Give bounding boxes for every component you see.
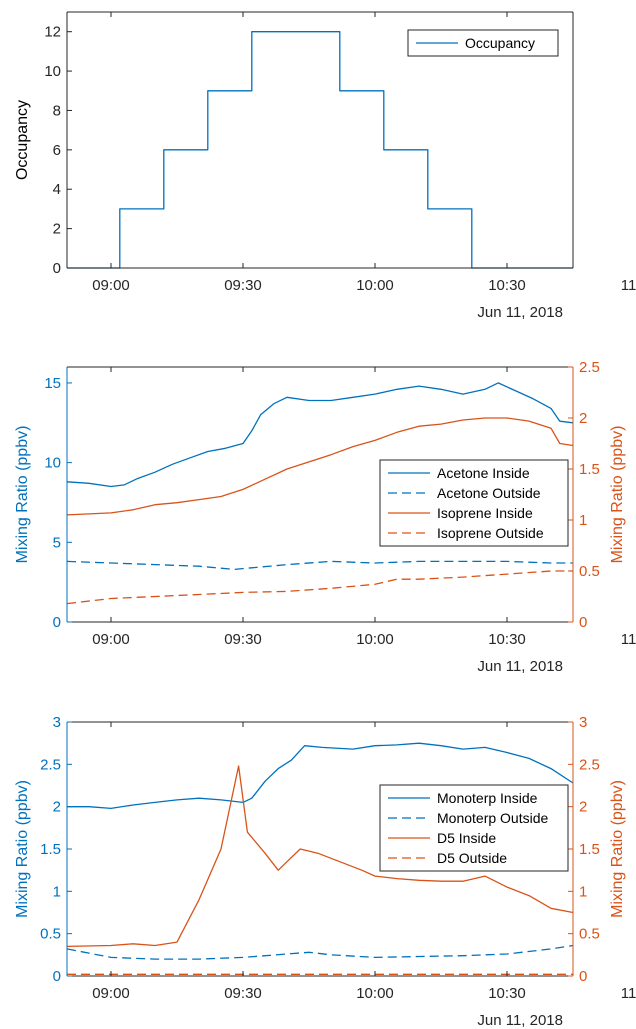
legend-label: Acetone Outside xyxy=(437,485,541,501)
x-tick-label: 10:00 xyxy=(356,277,394,294)
y-tick-label-right: 2 xyxy=(579,799,587,816)
y-tick-label-left: 6 xyxy=(53,142,61,159)
y-tick-label-right: 0.5 xyxy=(579,926,600,943)
y-tick-label-left: 4 xyxy=(53,181,61,198)
y-tick-label-right: 2 xyxy=(579,410,587,427)
y-tick-label-right: 2.5 xyxy=(579,359,600,376)
date-label: Jun 11, 2018 xyxy=(477,304,563,321)
y-tick-label-left: 2.5 xyxy=(40,756,61,773)
x-tick-label: 09:30 xyxy=(224,985,262,1002)
y-tick-label-left: 0 xyxy=(53,968,61,985)
x-tick-label: 09:00 xyxy=(92,985,130,1002)
y-axis-label-left: Mixing Ratio (ppbv) xyxy=(14,426,31,564)
y-axis-label-left: Occupancy xyxy=(14,100,31,180)
legend: Monoterp Inside Monoterp Outside D5 Inside… xyxy=(379,784,569,872)
y-tick-label-left: 2 xyxy=(53,799,61,816)
x-tick-label: 10:30 xyxy=(488,277,526,294)
y-tick-label-left: 2 xyxy=(53,221,61,238)
legend-label: Monoterp Inside xyxy=(437,790,538,806)
date-label: Jun 11, 2018 xyxy=(477,1012,563,1029)
y-tick-label-right: 0 xyxy=(579,968,587,985)
series-line-1 xyxy=(66,382,574,488)
y-tick-label-left: 1.5 xyxy=(40,841,61,858)
y-tick-label-right: 2.5 xyxy=(579,756,600,773)
y-tick-label-right: 1 xyxy=(579,512,587,529)
legend: Acetone Inside Acetone Outside Isoprene In… xyxy=(379,459,569,547)
series-line-1 xyxy=(67,742,574,810)
y-tick-label-left: 0 xyxy=(53,260,61,277)
y-tick-label-left: 12 xyxy=(44,24,61,41)
series-line-3 xyxy=(66,765,574,948)
x-tick-label: 11:00 xyxy=(621,631,636,648)
legend-label: D5 Outside xyxy=(437,850,507,866)
series-line-4 xyxy=(66,570,573,605)
y-tick-label-left: 10 xyxy=(44,63,61,80)
chart-2: 09:00 09:30 10:00 10:30 11:00 Jun 11, 2018 0 5 1… xyxy=(14,359,636,675)
y-tick-label-left: 8 xyxy=(53,102,61,119)
y-tick-label-left: 10 xyxy=(44,455,61,472)
series-line-3 xyxy=(66,417,574,516)
y-tick-label-left: 15 xyxy=(44,375,61,392)
x-tick-label: 09:30 xyxy=(224,277,262,294)
x-tick-label: 09:00 xyxy=(92,277,130,294)
x-tick-label: 10:00 xyxy=(356,631,394,648)
x-tick-label: 10:00 xyxy=(356,985,394,1002)
series-line-2 xyxy=(66,560,573,571)
y-axis-label-right: Mixing Ratio (ppbv) xyxy=(609,780,626,918)
y-tick-label-right: 0 xyxy=(579,614,587,631)
x-tick-label: 10:30 xyxy=(488,631,526,648)
series-line-2 xyxy=(66,944,574,960)
legend-label: Isoprene Outside xyxy=(437,525,544,541)
y-tick-label-left: 5 xyxy=(53,534,61,551)
y-tick-label-right: 1 xyxy=(579,883,587,900)
series-line-1 xyxy=(67,31,573,269)
legend-box xyxy=(379,459,569,547)
y-tick-label-left: 1 xyxy=(53,883,61,900)
y-tick-label-left: 0 xyxy=(53,614,61,631)
date-label: Jun 11, 2018 xyxy=(477,658,563,675)
y-tick-label-left: 3 xyxy=(53,714,61,731)
x-tick-label: 09:00 xyxy=(92,631,130,648)
legend-label: Acetone Inside xyxy=(437,465,530,481)
x-tick-label: 10:30 xyxy=(488,985,526,1002)
y-tick-label-right: 0.5 xyxy=(579,563,600,580)
legend-box xyxy=(379,784,569,872)
y-tick-label-right: 3 xyxy=(579,714,587,731)
x-tick-label: 09:30 xyxy=(224,631,262,648)
x-tick-label: 11:00 xyxy=(621,277,636,294)
chart-3: 09:00 09:30 10:00 10:30 11:00 Jun 11, 2018 0 0.… xyxy=(14,714,636,1029)
legend: Occupancy xyxy=(407,29,559,57)
legend-label: Occupancy xyxy=(465,35,535,51)
y-tick-label-left: 0.5 xyxy=(40,926,61,943)
y-tick-label-right: 1.5 xyxy=(579,841,600,858)
y-axis-label-left: Mixing Ratio (ppbv) xyxy=(14,780,31,918)
legend-label: Monoterp Outside xyxy=(437,810,548,826)
x-tick-label: 11:00 xyxy=(621,985,636,1002)
legend-label: D5 Inside xyxy=(437,830,496,846)
chart-1: 09:00 09:30 10:00 10:30 11:00 Jun 11, 2018 0 2 4… xyxy=(14,11,636,321)
legend-label: Isoprene Inside xyxy=(437,505,533,521)
y-tick-label-right: 1.5 xyxy=(579,461,600,478)
y-axis-label-right: Mixing Ratio (ppbv) xyxy=(609,426,626,564)
